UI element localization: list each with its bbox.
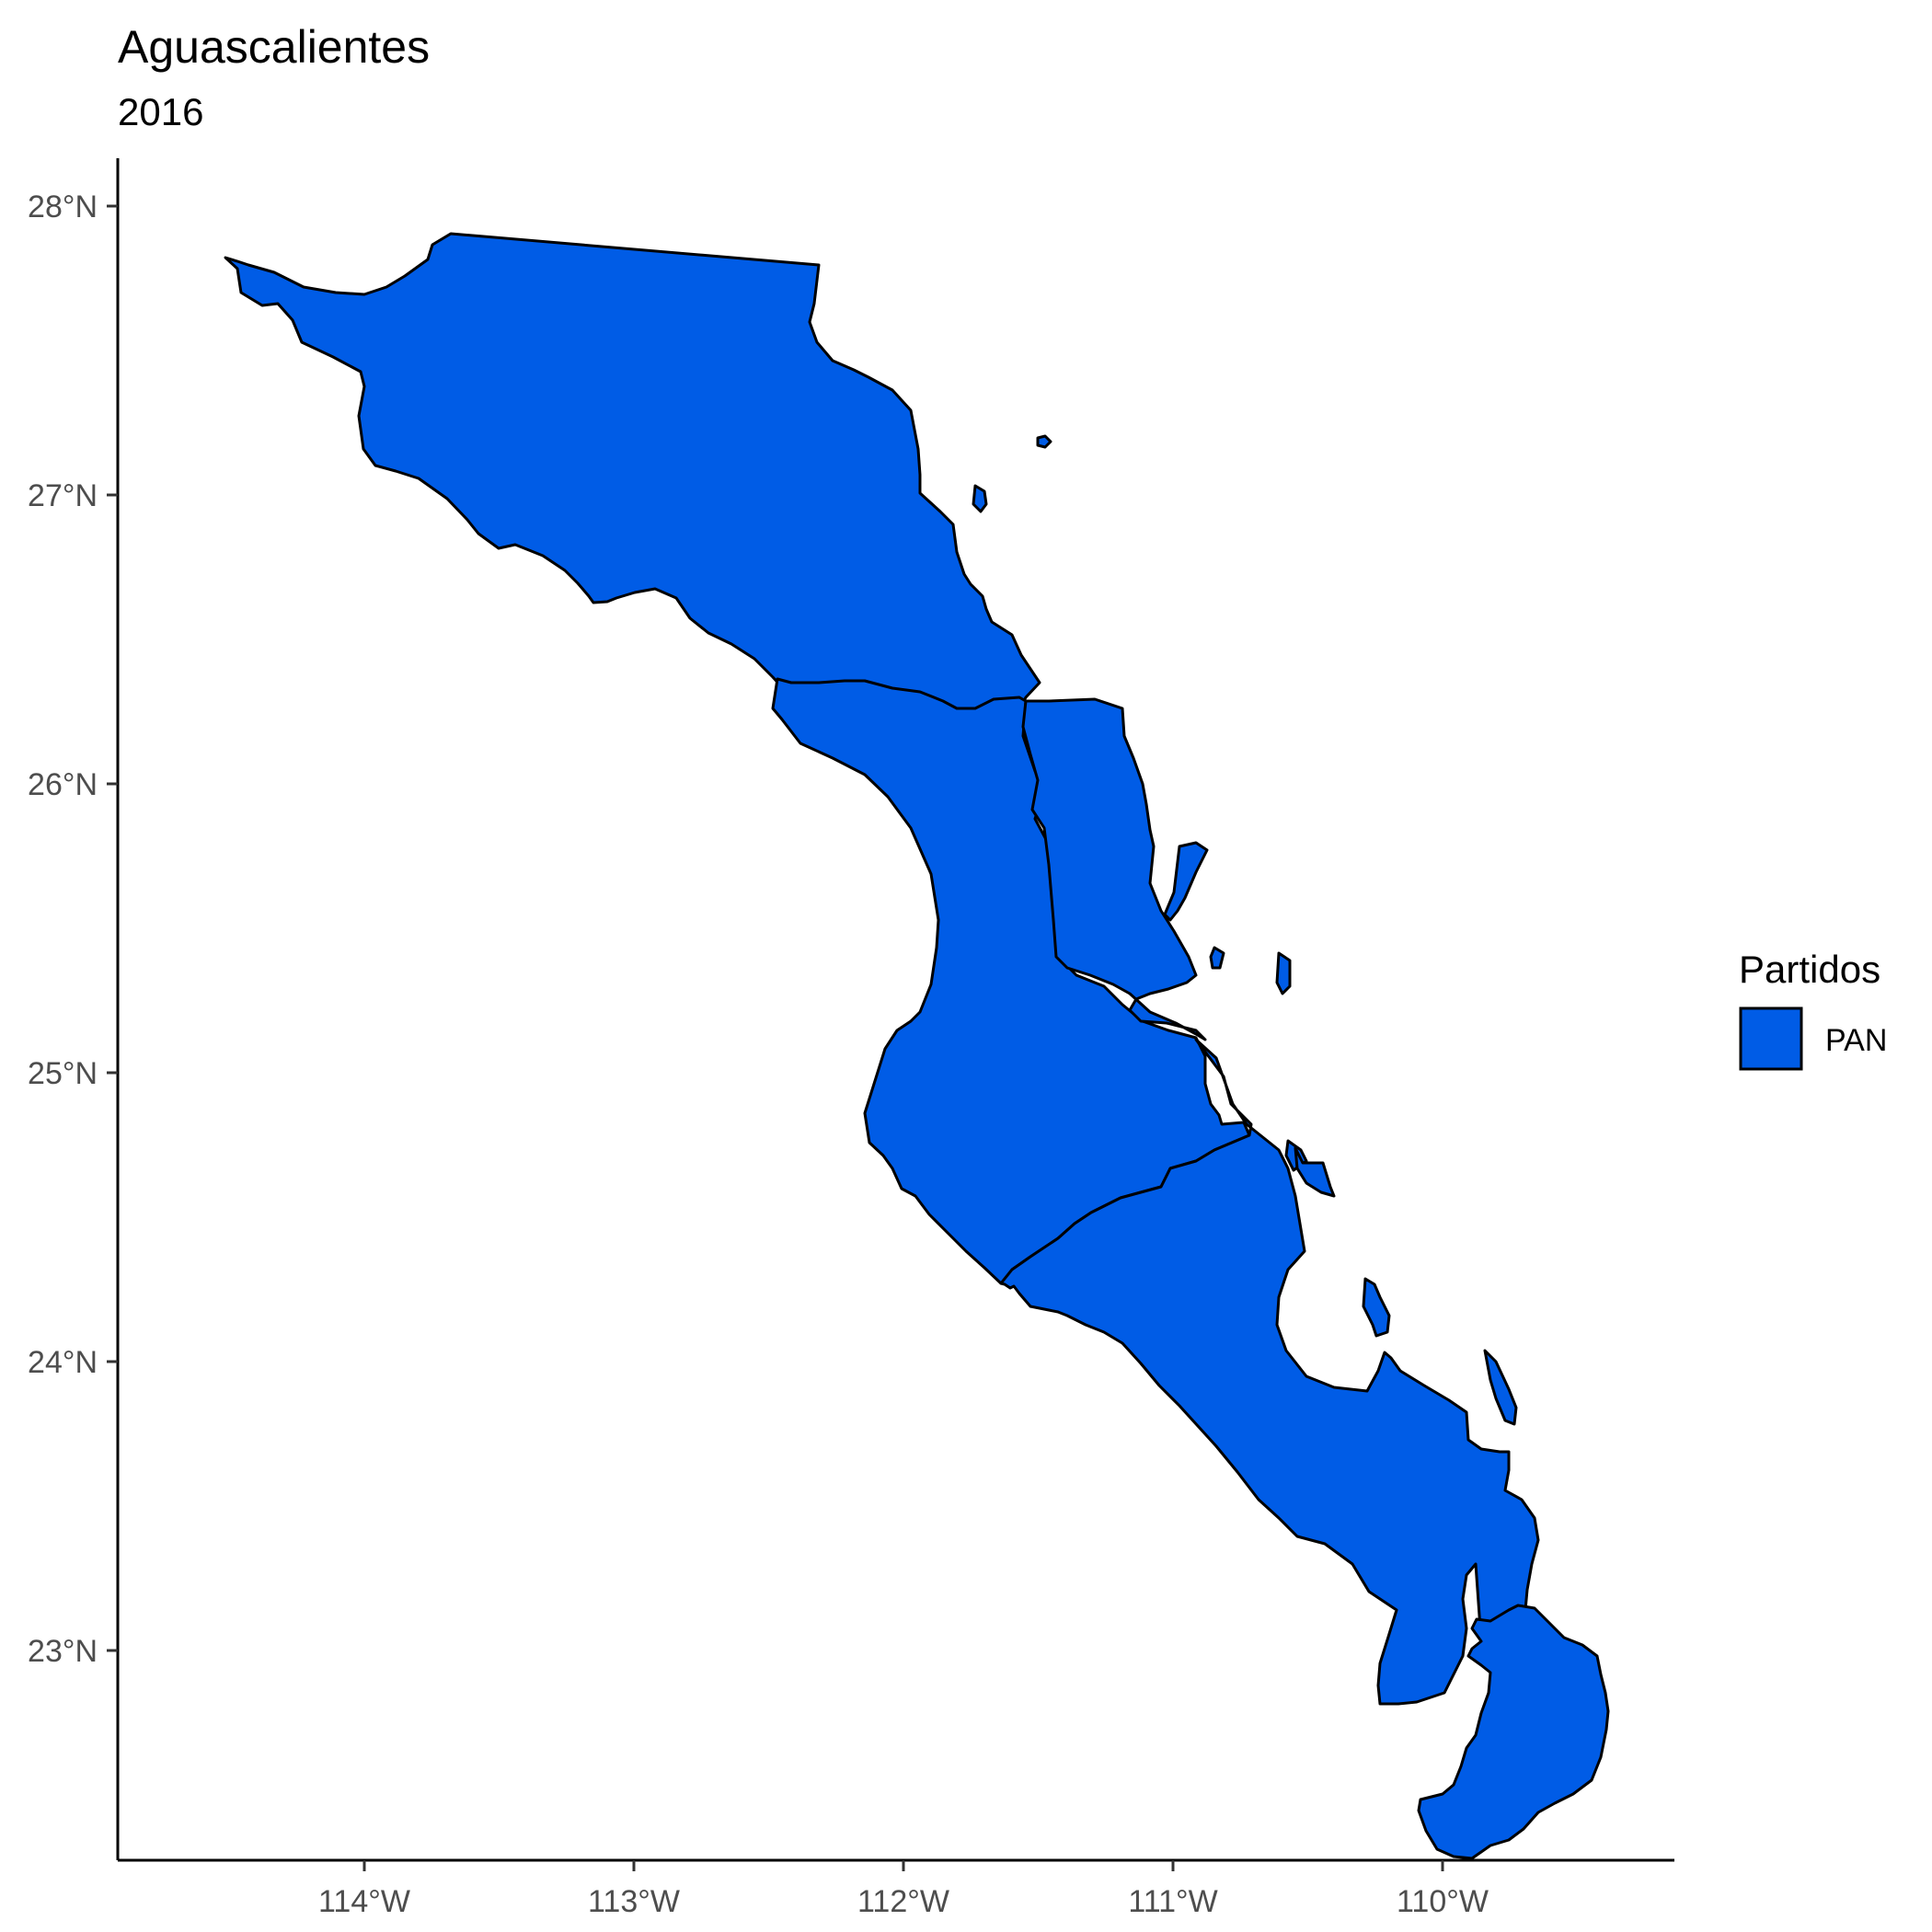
legend-label-pan: PAN [1825, 1023, 1887, 1058]
region-la-paz[interactable] [999, 1038, 1540, 1706]
legend: Partidos PAN [1739, 948, 1887, 1071]
x-tick-label: 112°W [857, 1884, 949, 1919]
map-subtitle: 2016 [118, 90, 204, 133]
legend-title: Partidos [1739, 948, 1880, 991]
region-los-cabos[interactable] [1417, 1604, 1610, 1860]
island-4 [1209, 946, 1225, 970]
region-mulege[interactable] [224, 232, 1041, 749]
island-7 [1294, 1146, 1336, 1198]
x-tick-label: 110°W [1397, 1884, 1489, 1919]
legend-swatch-pan [1739, 1006, 1803, 1071]
y-tick-label: 24°N [28, 1345, 98, 1380]
island-3 [1163, 841, 1209, 922]
y-tick-label: 25°N [28, 1056, 98, 1091]
x-tick-label: 114°W [318, 1884, 410, 1919]
region-loreto[interactable] [1021, 697, 1207, 1041]
x-tick-label: 111°W [1128, 1884, 1217, 1919]
regions-layer [224, 232, 1610, 1860]
y-tick-label: 28°N [28, 190, 98, 224]
map-title: Aguascalientes [118, 21, 431, 73]
y-axis-ticks: 28°N 27°N 26°N 25°N 24°N 23°N [28, 190, 118, 1669]
island-1 [1036, 434, 1052, 449]
axes [116, 158, 1674, 1862]
island-9 [1483, 1349, 1518, 1426]
x-tick-label: 113°W [588, 1884, 680, 1919]
x-axis-ticks: 114°W 113°W 112°W 111°W 110°W [318, 1860, 1489, 1919]
island-2 [972, 484, 988, 513]
y-tick-label: 26°N [28, 767, 98, 802]
y-tick-label: 23°N [28, 1634, 98, 1669]
y-tick-label: 27°N [28, 478, 98, 513]
island-5 [1275, 951, 1292, 995]
island-8 [1362, 1277, 1391, 1338]
